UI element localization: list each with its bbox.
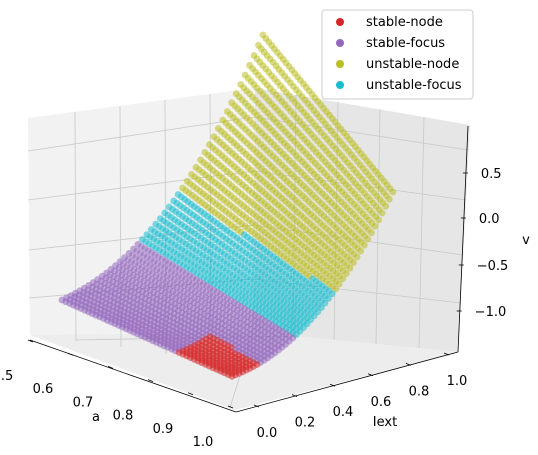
scatter-point: [378, 209, 386, 217]
z-tick-label: −1.0: [475, 305, 507, 320]
y-axis-label: Iext: [373, 415, 397, 430]
legend-marker-stable-node: [336, 18, 344, 26]
legend-marker-unstable-node: [336, 60, 344, 68]
scatter-point: [228, 372, 236, 380]
y-tick-label: 0.8: [409, 384, 430, 399]
scatter-point: [346, 264, 354, 272]
scatter-point: [353, 253, 361, 261]
y-tick-label: 1.0: [447, 374, 468, 389]
legend-label-unstable-focus: unstable-focus: [366, 78, 462, 93]
legend-label-stable-focus: stable-focus: [366, 36, 445, 51]
y-tick-mark: [329, 383, 336, 387]
scatter-point: [360, 241, 368, 249]
legend-box: [321, 9, 474, 100]
x-axis-label: a: [92, 410, 100, 425]
scatter-point: [328, 290, 336, 298]
y-tick-mark: [443, 352, 450, 356]
scatter-point: [325, 295, 332, 302]
scatter-point: [364, 235, 372, 243]
x-tick-mark: [147, 379, 154, 382]
x-tick-label: 0.5: [0, 369, 13, 384]
scatter-point: [343, 270, 350, 277]
y-tick-label: 0.2: [295, 416, 316, 431]
y-tick-mark: [405, 363, 412, 366]
y-axis-line: [235, 351, 459, 413]
y-tick-mark: [367, 373, 374, 377]
x-tick-mark: [187, 392, 194, 396]
scatter-point: [357, 247, 365, 255]
scatter-point: [350, 259, 357, 267]
z-axis-label: v: [522, 233, 530, 248]
scatter-point: [385, 195, 393, 203]
x-tick-label: 0.6: [33, 382, 54, 397]
legend-marker-stable-focus: [336, 39, 344, 47]
scatter-point: [335, 280, 343, 288]
x-tick-label: 1.0: [193, 435, 214, 450]
z-axis-line: [457, 125, 469, 353]
z-tick-label: −0.5: [477, 259, 509, 274]
x-tick-mark: [67, 352, 74, 356]
scatter-surface: [58, 31, 397, 380]
scatter-point: [382, 202, 390, 210]
legend: stable-node stable-focus unstable-node u…: [321, 9, 474, 100]
z-tick-label: 0.0: [479, 212, 500, 227]
y-tick-label: 0.0: [257, 426, 278, 441]
x-tick-label: 0.8: [113, 409, 134, 424]
x-tick-mark: [27, 339, 34, 343]
legend-marker-unstable-focus: [336, 81, 344, 89]
x-axis-line: [29, 339, 237, 413]
scatter-point: [375, 216, 382, 224]
scatter-point: [389, 188, 397, 196]
scatter-point: [332, 285, 340, 293]
y-tick-mark: [291, 394, 298, 397]
y-tick-label: 0.4: [333, 405, 354, 420]
axis-ticks: 0.5 0.6 0.7 0.8 0.9 1.0 0.0 0.2 0.4 0.6 0.8 1.0 0.5 0…: [0, 167, 508, 450]
y-tick-mark: [253, 404, 260, 408]
scatter-point: [368, 229, 375, 237]
x-tick-label: 0.7: [73, 395, 94, 410]
scatter-point: [371, 222, 379, 230]
scatter-point: [339, 275, 347, 283]
z-tick-label: 0.5: [481, 167, 502, 182]
y-tick-label: 0.6: [371, 395, 392, 410]
x-tick-mark: [227, 405, 234, 409]
legend-label-unstable-node: unstable-node: [366, 57, 459, 72]
x-tick-mark: [107, 366, 114, 369]
axis-lines: [29, 125, 469, 413]
legend-label-stable-node: stable-node: [366, 15, 443, 30]
x-tick-label: 0.9: [153, 422, 174, 437]
